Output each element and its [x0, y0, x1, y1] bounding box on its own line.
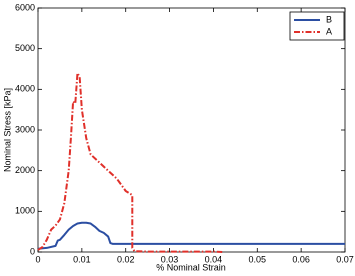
legend-box	[289, 11, 345, 41]
legend-label: A	[326, 26, 332, 36]
y-tick-label: 3000	[15, 124, 35, 134]
y-tick-label: 6000	[15, 2, 35, 12]
data-line	[37, 72, 223, 253]
x-tick-label: 0.01	[73, 254, 91, 264]
y-tick-label: 0	[30, 246, 35, 256]
y-tick-label: 5000	[15, 43, 35, 53]
plot-frame	[37, 7, 346, 253]
legend-label: B	[326, 14, 332, 24]
x-tick-label: 0.04	[205, 254, 223, 264]
y-tick-label: 2000	[15, 165, 35, 175]
x-axis-label: % Nominal Strain	[156, 262, 226, 272]
data-line	[37, 221, 345, 250]
x-tick-label: 0.06	[292, 254, 310, 264]
x-tick-label: 0.03	[161, 254, 179, 264]
x-tick-label: 0.07	[336, 254, 354, 264]
y-tick-label: 4000	[15, 84, 35, 94]
y-tick-label: 1000	[15, 206, 35, 216]
x-tick-label: 0.05	[249, 254, 267, 264]
x-tick-label: 0	[35, 254, 40, 264]
x-tick-label: 0.02	[117, 254, 135, 264]
y-axis-label: Nominal Stress [kPa]	[2, 88, 12, 172]
